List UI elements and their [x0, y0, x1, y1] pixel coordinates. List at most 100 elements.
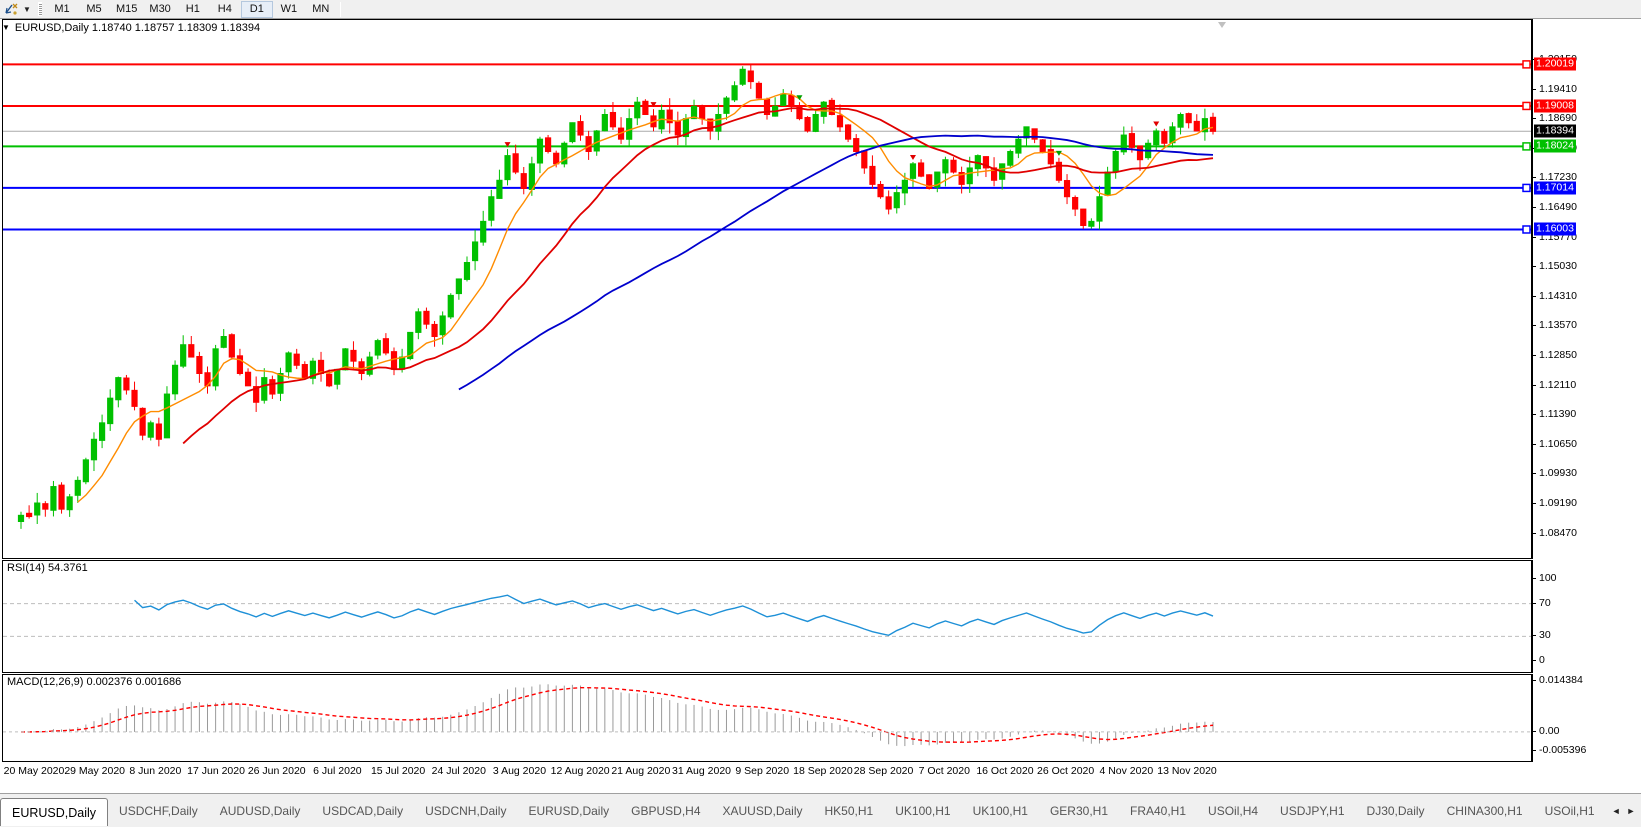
rsi-scale[interactable]: 100 70 30 0	[1532, 560, 1641, 673]
candle-body	[228, 334, 235, 358]
level-handle[interactable]	[1522, 142, 1531, 151]
time-axis-label: 6 Jul 2020	[313, 765, 362, 777]
price-tick	[1532, 118, 1536, 120]
chart-tab-usdcad-daily[interactable]: USDCAD,Daily	[322, 804, 404, 818]
time-axis-label: 13 Nov 2020	[1157, 765, 1217, 777]
chart-tab-uk100-h1[interactable]: UK100,H1	[972, 804, 1028, 818]
macd-pane[interactable]: MACD(12,26,9) 0.002376 0.001686	[2, 674, 1532, 762]
chart-tab-uk100-h1[interactable]: UK100,H1	[895, 804, 951, 818]
rsi-tick	[1532, 635, 1536, 637]
price-tick-label: 1.11390	[1539, 408, 1577, 421]
price-tick	[1532, 384, 1536, 386]
price-level-label-support-line[interactable]: 1.16003	[1534, 222, 1576, 236]
chart-tab-audusd-daily[interactable]: AUDUSD,Daily	[219, 804, 301, 818]
candle-body	[601, 114, 608, 132]
price-level-label-support-line[interactable]: 1.18024	[1534, 139, 1576, 153]
chart-tab-usdcnh-daily[interactable]: USDCNH,Daily	[425, 804, 507, 818]
level-handle[interactable]	[1522, 101, 1531, 111]
price-tick-label: 1.09190	[1539, 497, 1577, 509]
macd-scale[interactable]: 0.014384 0.00 -0.005396	[1532, 674, 1641, 762]
candle-body	[253, 386, 260, 403]
timeframe-mn[interactable]: MN	[312, 3, 330, 15]
timeframe-m15[interactable]: M15	[116, 3, 138, 15]
price-level-label-resistance-line[interactable]: 1.20019	[1534, 57, 1576, 71]
rsi-pane[interactable]: RSI(14) 54.3761	[2, 560, 1532, 673]
timeframe-h4[interactable]: H4	[217, 3, 232, 15]
candle-body	[739, 68, 746, 85]
time-axis-label: 15 Jul 2020	[370, 765, 426, 777]
candle-body	[1055, 161, 1063, 181]
time-axis-label: 29 May 2020	[64, 765, 126, 777]
candle-body	[520, 173, 527, 189]
candle-body	[1169, 126, 1176, 144]
tab-scroll-left-icon[interactable]: ◄	[1611, 806, 1621, 816]
candle-body	[950, 159, 957, 173]
crosshair-draw-icon[interactable]	[2, 1, 20, 18]
price-tick	[1532, 266, 1536, 268]
symbol-ohlc-text: EURUSD,Daily 1.18740 1.18757 1.18309 1.1…	[14, 21, 261, 34]
price-level-label-support-line[interactable]: 1.17014	[1534, 181, 1576, 195]
chart-tab-usoil-h1[interactable]: USOil,H1	[1544, 804, 1595, 818]
time-axis[interactable]: 20 May 2020 29 May 2020 8 Jun 2020 17 Jun 2…	[2, 763, 1532, 781]
tab-scroll-right-icon[interactable]: ►	[1626, 806, 1636, 816]
price-pane[interactable]	[2, 19, 1532, 559]
candle-body	[1015, 138, 1022, 154]
price-axis-line	[1532, 19, 1533, 559]
price-tick	[1532, 88, 1536, 90]
macd-chart-canvas[interactable]	[3, 675, 1531, 761]
candle-body	[553, 152, 560, 165]
chart-tab-gbpusd-h4[interactable]: GBPUSD,H4	[631, 804, 701, 818]
candle-body	[488, 196, 495, 221]
symbol-collapse-caret-icon[interactable]: ▼	[2, 23, 10, 32]
level-handle[interactable]	[1522, 225, 1531, 234]
price-tick-label: 1.13570	[1539, 319, 1577, 332]
chart-tab-eurusd-daily[interactable]: EURUSD,Daily	[0, 798, 109, 826]
candle-body	[642, 100, 649, 116]
timeframe-d1[interactable]: D1	[240, 0, 273, 18]
candle-body	[236, 355, 244, 375]
timeframe-h1[interactable]: H1	[185, 3, 200, 15]
candle-body	[755, 82, 763, 99]
rsi-chart-canvas[interactable]	[3, 561, 1531, 672]
signal-arrow-icon	[650, 102, 657, 108]
chart-area[interactable]: ▼ EURUSD,Daily 1.18740 1.18757 1.18309 1…	[0, 19, 1641, 777]
candle-body	[804, 116, 811, 132]
chart-tab-usdjpy-h1[interactable]: USDJPY,H1	[1280, 804, 1345, 818]
timeframe-m5[interactable]: M5	[86, 3, 102, 15]
signal-arrow-icon	[504, 142, 511, 148]
chart-tab-china300-h1[interactable]: CHINA300,H1	[1446, 804, 1523, 818]
candle-body	[990, 167, 998, 181]
macd-tick	[1532, 730, 1536, 732]
chart-tab-dj30-daily[interactable]: DJ30,Daily	[1366, 804, 1425, 818]
chart-tab-usdchf-daily[interactable]: USDCHF,Daily	[119, 804, 198, 818]
level-handle[interactable]	[1522, 60, 1531, 69]
toolbar-dropdown-caret-icon[interactable]: ▼	[23, 4, 31, 14]
candle-body	[1177, 114, 1184, 128]
chart-tab-eurusd-daily[interactable]: EURUSD,Daily	[528, 804, 610, 818]
candle-body	[853, 138, 860, 152]
price-scale[interactable]: 1.201501.194101.186901.179501.172301.164…	[1532, 19, 1641, 559]
chart-tab-xauusd-daily[interactable]: XAUUSD,Daily	[722, 804, 803, 818]
level-handle[interactable]	[1522, 183, 1531, 193]
candle-body	[893, 192, 900, 209]
price-chart-canvas[interactable]	[3, 20, 1531, 558]
price-level-label-resistance-line[interactable]: 1.19008	[1534, 99, 1576, 113]
chart-tab-bar[interactable]: EURUSD,Daily USDCHF,Daily AUDUSD,Daily USDC…	[0, 793, 1641, 827]
price-tick	[1532, 295, 1536, 297]
price-level-label-last-price[interactable]: 1.18394	[1534, 124, 1576, 138]
signal-arrow-icon	[1153, 121, 1160, 127]
price-tick	[1532, 414, 1536, 416]
candle-body	[34, 502, 41, 516]
tab-scroll-controls[interactable]: ◄ ►	[1606, 798, 1641, 824]
chart-tab-ger30-h1[interactable]: GER30,H1	[1049, 804, 1108, 818]
timeframe-m30[interactable]: M30	[149, 3, 171, 15]
chart-tab-hk50-h1[interactable]: HK50,H1	[824, 804, 874, 818]
candle-body	[909, 163, 917, 179]
timeframe-w1[interactable]: W1	[280, 3, 298, 15]
chart-tab-fra40-h1[interactable]: FRA40,H1	[1130, 804, 1187, 818]
chart-tab-usoil-h4[interactable]: USOil,H4	[1208, 804, 1259, 818]
timeframe-m1[interactable]: M1	[54, 3, 70, 15]
macd-axis-line	[1532, 674, 1533, 762]
toolbar-grip-handle[interactable]	[38, 2, 42, 16]
candle-body	[180, 344, 187, 367]
